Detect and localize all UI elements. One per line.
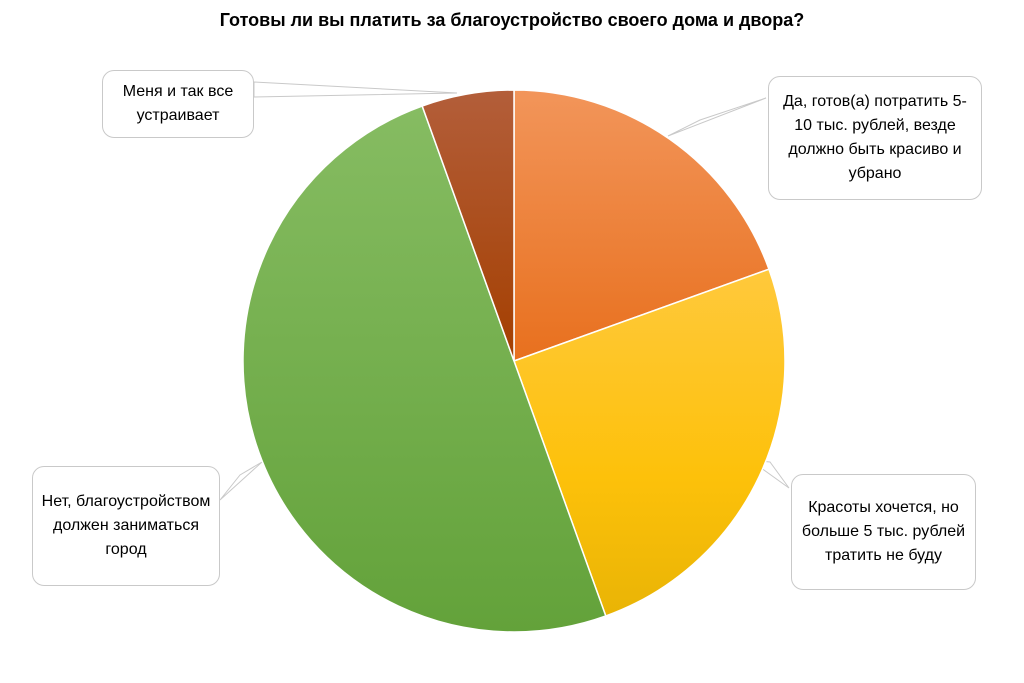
slice-satisfied xyxy=(421,89,515,362)
chart-title: Готовы ли вы платить за благоустройство … xyxy=(219,10,805,30)
leader-line-3 xyxy=(253,81,458,98)
callout-beauty: Красоты хочется, но больше 5 тыс. рублей… xyxy=(791,474,976,590)
leader-line-2 xyxy=(219,461,263,501)
slice-no xyxy=(242,105,607,633)
leader-line-0 xyxy=(667,97,767,137)
callout-yes: Да, готов(а) потратить 5-10 тыс. рублей,… xyxy=(768,76,982,200)
slice-beauty xyxy=(513,268,786,617)
callout-satisfied: Меня и так все устраивает xyxy=(102,70,254,138)
slice-yes xyxy=(513,89,770,363)
callout-no: Нет, благоустройством должен заниматься … xyxy=(32,466,220,586)
